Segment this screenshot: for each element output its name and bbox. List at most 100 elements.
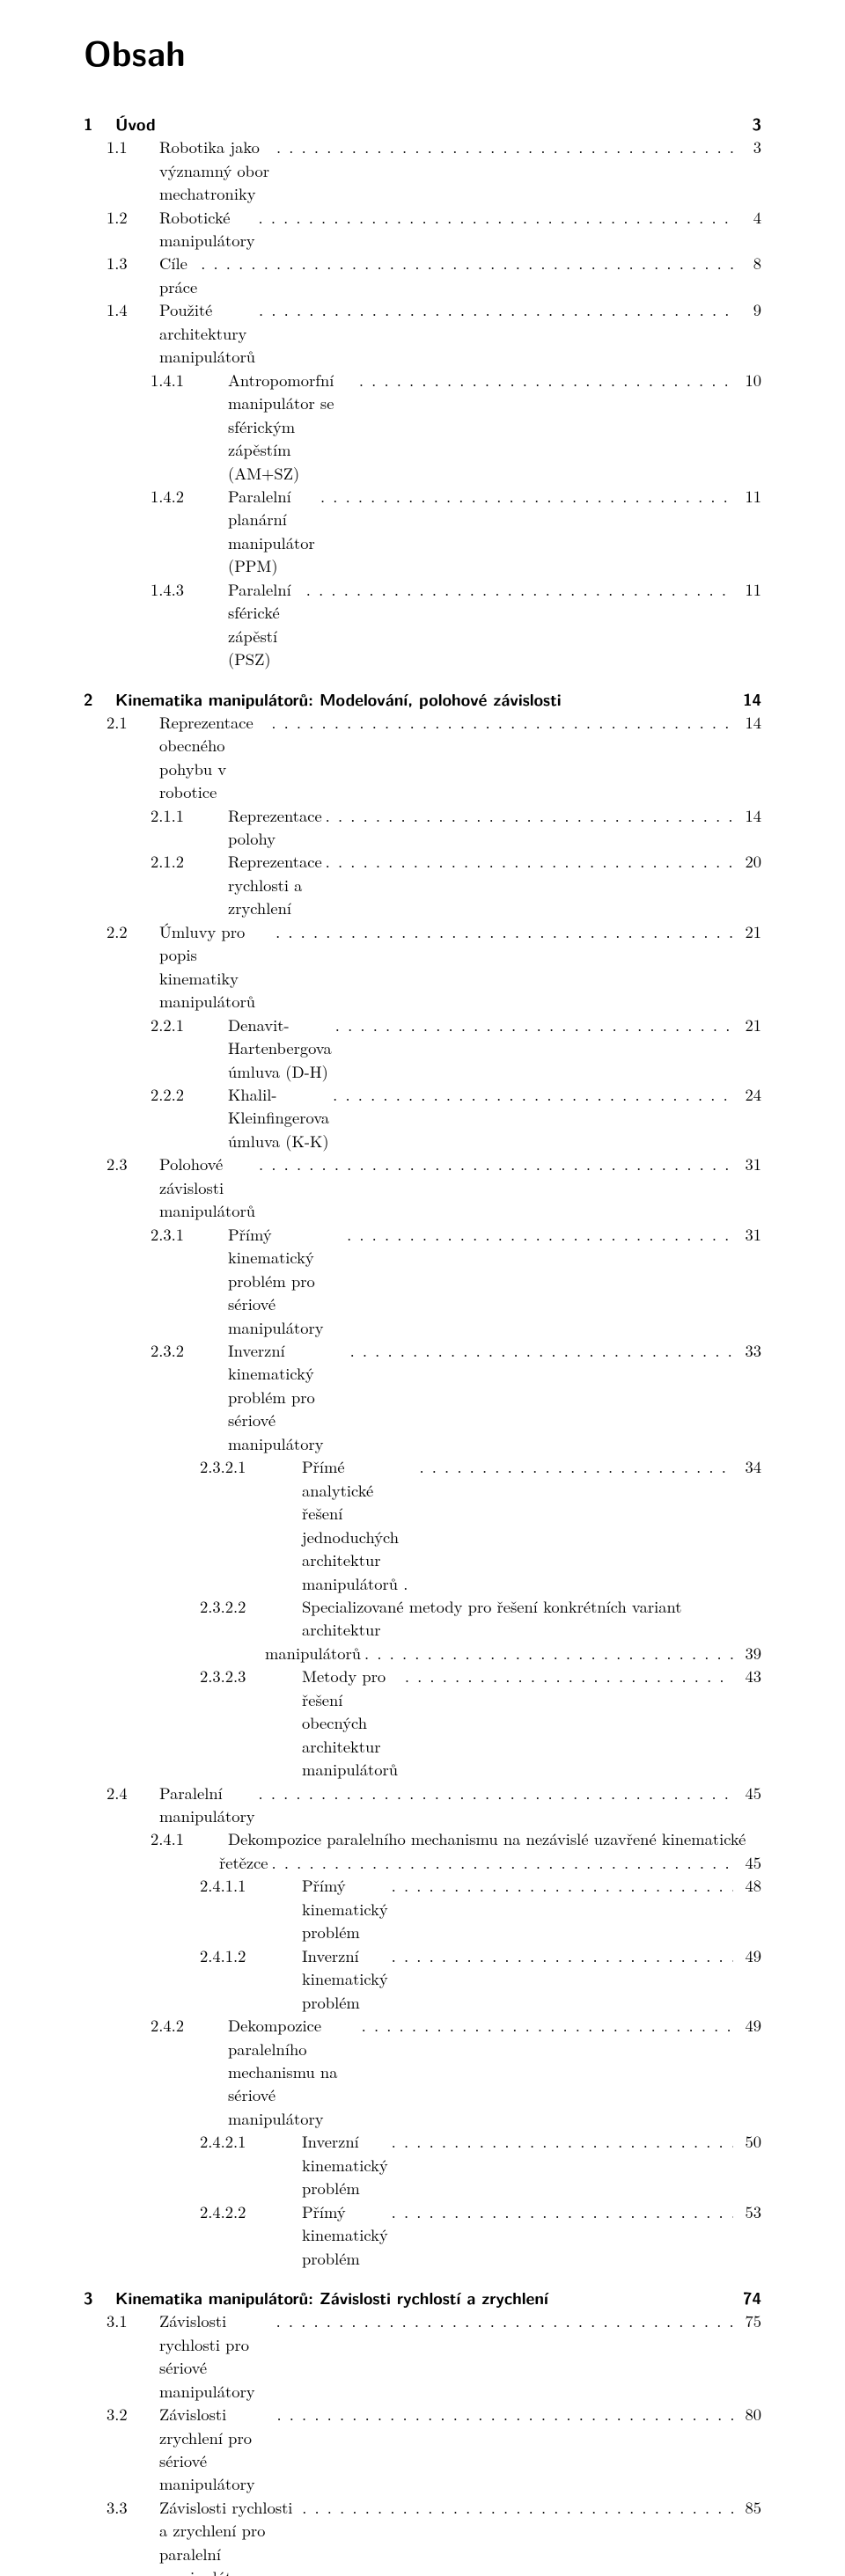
toc-entry-page: 3: [737, 135, 761, 158]
toc-entry-number: 2.4.1.2: [84, 1944, 293, 1967]
toc-entry-page: 31: [737, 1223, 761, 1246]
toc-entry: 1.4.2Paralelní planární manipulátor (PPM…: [84, 485, 761, 578]
toc-entry-label: Inverzní kinematický problém pro sériové…: [228, 1339, 347, 1455]
toc-entry-number: 2.2: [84, 920, 151, 943]
toc-entry-page: 45: [737, 1782, 761, 1804]
toc-leader-dots: [276, 135, 733, 158]
toc-entry-number: 2.4.1: [84, 1827, 219, 1850]
toc-entry-page: 43: [737, 1665, 761, 1687]
toc-entry-page: 85: [737, 2496, 761, 2519]
toc-entry: 2.1.1Reprezentace polohy14: [84, 804, 761, 851]
toc-leader-dots: [276, 2403, 733, 2426]
toc-leader-dots: [259, 1153, 733, 1175]
toc-entry-number: 3.1: [84, 2309, 151, 2332]
toc-entry-number: 1.3: [84, 252, 151, 274]
toc-entry: 1.4.3Paralelní sférické zápěstí (PSZ)11: [84, 578, 761, 671]
toc-entry-label: Dekompozice paralelního mechanismu na sé…: [228, 2014, 358, 2130]
toc-entry-page: 33: [737, 1339, 761, 1362]
toc-entry-page: 11: [737, 485, 761, 508]
toc-entry: 2.4.2.2Přímý kinematický problém53: [84, 2200, 761, 2270]
toc-entry: 2.4.2.1 Inverzní kinematický problém 50: [84, 2130, 761, 2199]
toc-entry-label: Kinematika manipulátorů: Modelování, pol…: [115, 687, 562, 711]
toc-entry: 2.3.2.2Specializované metody pro řešení …: [84, 1595, 761, 1642]
toc-entry-number: 2.1: [84, 711, 151, 734]
toc-entry-label: Robotické manipulátory: [159, 206, 255, 252]
toc-leader-dots: [326, 804, 733, 827]
toc-leader-dots: [392, 1944, 733, 1967]
toc-entry-number: 2.4: [84, 1782, 151, 1804]
toc-entry-number: 2: [84, 687, 107, 711]
toc-leader-dots: [347, 1223, 733, 1246]
toc-entry: 1.4.1Antropomorfní manipulátor se sféric…: [84, 369, 761, 485]
toc-entry-page: 80: [737, 2403, 761, 2426]
toc-entry: 1.1Robotika jako významný obor mechatron…: [84, 135, 761, 205]
toc-entry: 1.4Použité architektury manipulátorů9: [84, 298, 761, 368]
toc-entry-page: 49: [737, 2014, 761, 2037]
toc-entry-label: Inverzní kinematický problém: [302, 1944, 388, 2014]
toc-leader-dots: [359, 369, 733, 392]
toc-entry-label: Paralelní manipulátory: [159, 1782, 255, 1828]
toc-entry-number: 1: [84, 112, 107, 135]
toc-entry-label: Specializované metody pro řešení konkrét…: [302, 1595, 761, 1642]
toc-entry-number: 2.1.2: [84, 850, 219, 873]
toc-entry-page: 21: [737, 1014, 761, 1036]
toc-entry-label: Paralelní planární manipulátor (PPM): [228, 485, 317, 578]
toc-entry: 2.4.1.1Přímý kinematický problém48: [84, 1874, 761, 1943]
toc-entry: 2.3.1Přímý kinematický problém pro sério…: [84, 1223, 761, 1339]
toc-entry-label: manipulátorů: [265, 1642, 361, 1665]
toc-entry-number: 2.3: [84, 1153, 151, 1175]
toc-leader-dots: [405, 1665, 733, 1687]
toc-entry-page: 34: [737, 1455, 761, 1478]
toc-entry-page: 39: [737, 1642, 761, 1665]
toc-entry: 2.4 Paralelní manipulátory 45: [84, 1782, 761, 1828]
toc-leader-dots: [271, 711, 733, 734]
toc-entry: 2.3.2.3Metody pro řešení obecných archit…: [84, 1665, 761, 1781]
toc-leader-dots: [259, 298, 733, 321]
toc-entry: 3.3Závislosti rychlosti a zrychlení pro …: [84, 2496, 761, 2576]
toc-entry-page: 14: [737, 711, 761, 734]
toc-entry-label: Přímý kinematický problém: [302, 2200, 388, 2270]
toc-entry-number: 2.4.2.2: [84, 2200, 293, 2223]
toc-leader-dots: [276, 2309, 733, 2332]
toc-leader-dots: [333, 1083, 733, 1106]
toc-leader-dots: [326, 850, 733, 873]
toc-entry-label: Inverzní kinematický problém: [302, 2130, 388, 2199]
toc-entry: 1.2Robotické manipulátory4: [84, 206, 761, 252]
toc-entry-label: Denavit-Hartenbergova úmluva (D-H): [228, 1014, 332, 1083]
toc-leader-dots: [362, 2014, 733, 2037]
toc-entry-number: 2.1.1: [84, 804, 219, 827]
toc-entry-number: 2.4.2.1: [84, 2130, 293, 2153]
toc-entry-number: 3.3: [84, 2496, 151, 2519]
toc-entry-number: 2.4.2: [84, 2014, 219, 2037]
toc-entry: 3.2Závislosti zrychlení pro sériové mani…: [84, 2403, 761, 2496]
toc-entry-number: 2.3.1: [84, 1223, 219, 1246]
toc-entry-page: 49: [737, 1944, 761, 1967]
toc-leader-dots: [276, 920, 733, 943]
toc-entry-page: 50: [737, 2130, 761, 2153]
toc-entry-label: Antropomorfní manipulátor se sférickým z…: [228, 369, 356, 485]
toc-entry-label: Polohové závislosti manipulátorů: [159, 1153, 255, 1222]
toc-leader-dots: [201, 252, 733, 274]
toc-entry-number: 2.3.2.3: [84, 1665, 293, 1687]
toc-entry-label: Úvod: [115, 112, 156, 135]
toc-entry-label: řetězce: [219, 1851, 268, 1874]
toc-entry: 2.2.2Khalil-Kleinfingerova úmluva (K-K)2…: [84, 1083, 761, 1153]
page: Obsah 1Úvod31.1Robotika jako významný ob…: [0, 0, 845, 2576]
toc-entry-label: Reprezentace obecného pohybu v robotice: [159, 711, 268, 804]
toc-entry-page: 9: [737, 298, 761, 321]
toc-leader-dots: [392, 2130, 733, 2153]
toc-entry: 1.3Cíle práce8: [84, 252, 761, 298]
toc-entry-number: 3: [84, 2286, 107, 2309]
toc-entry: 2.3.2Inverzní kinematický problém pro sé…: [84, 1339, 761, 1455]
toc-entry-number: 2.2.1: [84, 1014, 219, 1036]
toc-entry-page: 14: [737, 804, 761, 827]
toc-entry-label: Závislosti rychlosti pro sériové manipul…: [159, 2309, 273, 2403]
toc-entry-number: 2.4.1.1: [84, 1874, 293, 1897]
toc-leader-dots: [272, 1851, 733, 1874]
toc-entry: 3.1 Závislosti rychlosti pro sériové mani…: [84, 2309, 761, 2403]
toc-entry-page: 48: [737, 1874, 761, 1897]
toc-entry-number: 1.2: [84, 206, 151, 229]
toc-entry: 2.1.2Reprezentace rychlosti a zrychlení2…: [84, 850, 761, 919]
toc-entry-page: 20: [737, 850, 761, 873]
toc-entry-page: 75: [737, 2309, 761, 2332]
